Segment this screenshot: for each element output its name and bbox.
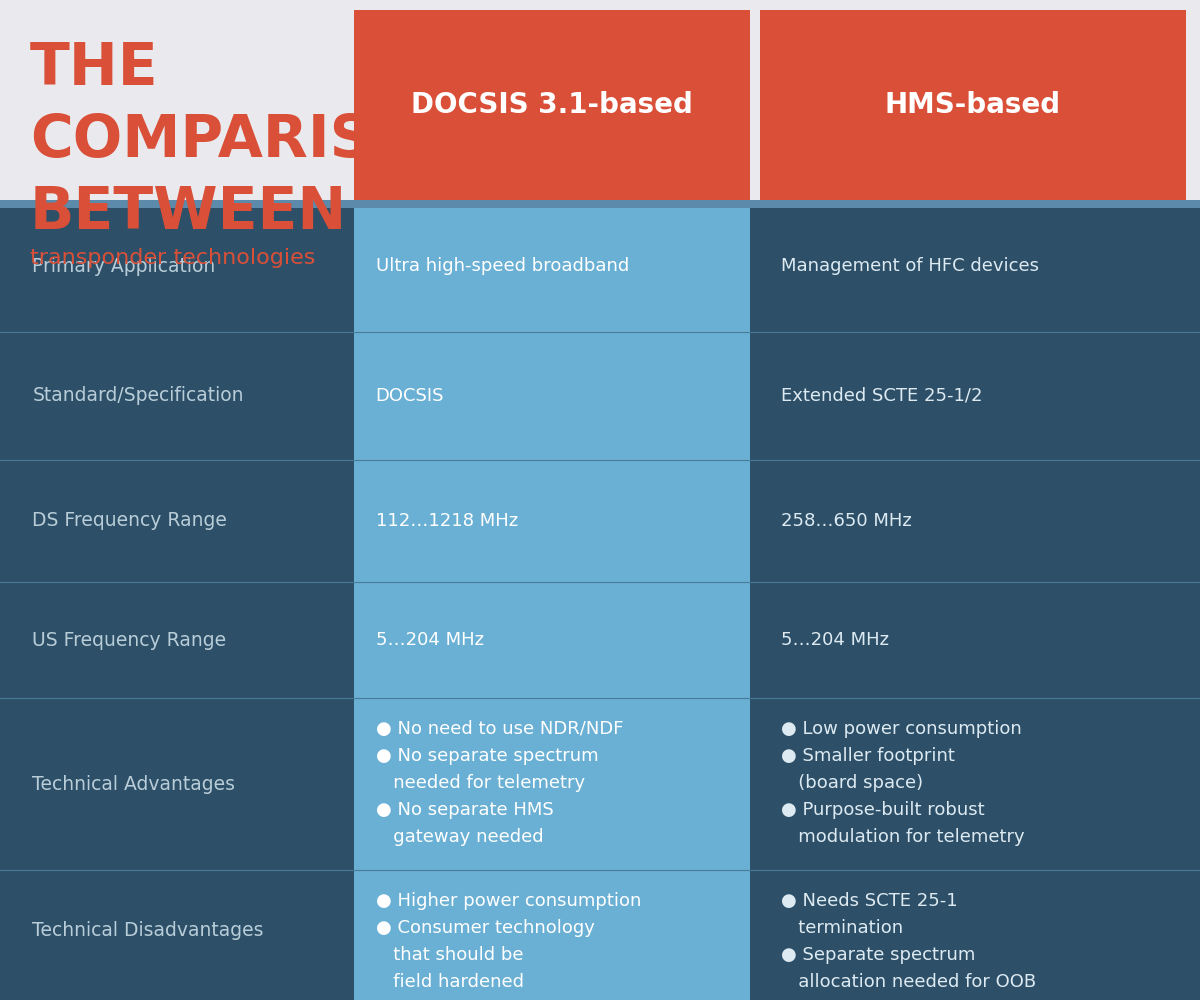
Text: 258…650 MHz: 258…650 MHz: [781, 512, 912, 530]
Text: Primary Application: Primary Application: [32, 256, 216, 275]
Text: COMPARISON: COMPARISON: [30, 112, 470, 169]
Bar: [0, 200, 1200, 1000]
Bar: [0, 0, 1200, 200]
Bar: [0, 200, 1200, 208]
Text: BETWEEN: BETWEEN: [30, 184, 347, 241]
Text: DS Frequency Range: DS Frequency Range: [32, 512, 227, 530]
Text: ● No need to use NDR/NDF
● No separate spectrum
   needed for telemetry
● No sep: ● No need to use NDR/NDF ● No separate s…: [376, 720, 623, 846]
Bar: [760, 10, 1186, 200]
Text: DOCSIS: DOCSIS: [376, 387, 444, 405]
Text: HMS-based: HMS-based: [884, 91, 1061, 119]
Text: DOCSIS 3.1-based: DOCSIS 3.1-based: [412, 91, 692, 119]
Text: Technical Advantages: Technical Advantages: [32, 774, 235, 794]
Text: Management of HFC devices: Management of HFC devices: [781, 257, 1039, 275]
Text: ● Low power consumption
● Smaller footprint
   (board space)
● Purpose-built rob: ● Low power consumption ● Smaller footpr…: [781, 720, 1025, 846]
Text: 5…204 MHz: 5…204 MHz: [781, 631, 889, 649]
Text: Ultra high-speed broadband: Ultra high-speed broadband: [376, 257, 629, 275]
Text: ● Needs SCTE 25-1
   termination
● Separate spectrum
   allocation needed for OO: ● Needs SCTE 25-1 termination ● Separate…: [781, 892, 1037, 1000]
Text: Extended SCTE 25-1/2: Extended SCTE 25-1/2: [781, 387, 983, 405]
Text: US Frequency Range: US Frequency Range: [32, 631, 227, 650]
Bar: [354, 10, 750, 200]
Text: THE: THE: [30, 40, 158, 97]
Text: Technical Disadvantages: Technical Disadvantages: [32, 920, 264, 940]
Text: 5…204 MHz: 5…204 MHz: [376, 631, 484, 649]
Text: Standard/Specification: Standard/Specification: [32, 386, 244, 405]
Text: 112…1218 MHz: 112…1218 MHz: [376, 512, 517, 530]
Bar: [354, 200, 750, 1000]
Text: transponder technologies: transponder technologies: [30, 248, 316, 268]
Text: ● Higher power consumption
● Consumer technology
   that should be
   field hard: ● Higher power consumption ● Consumer te…: [376, 892, 641, 1000]
